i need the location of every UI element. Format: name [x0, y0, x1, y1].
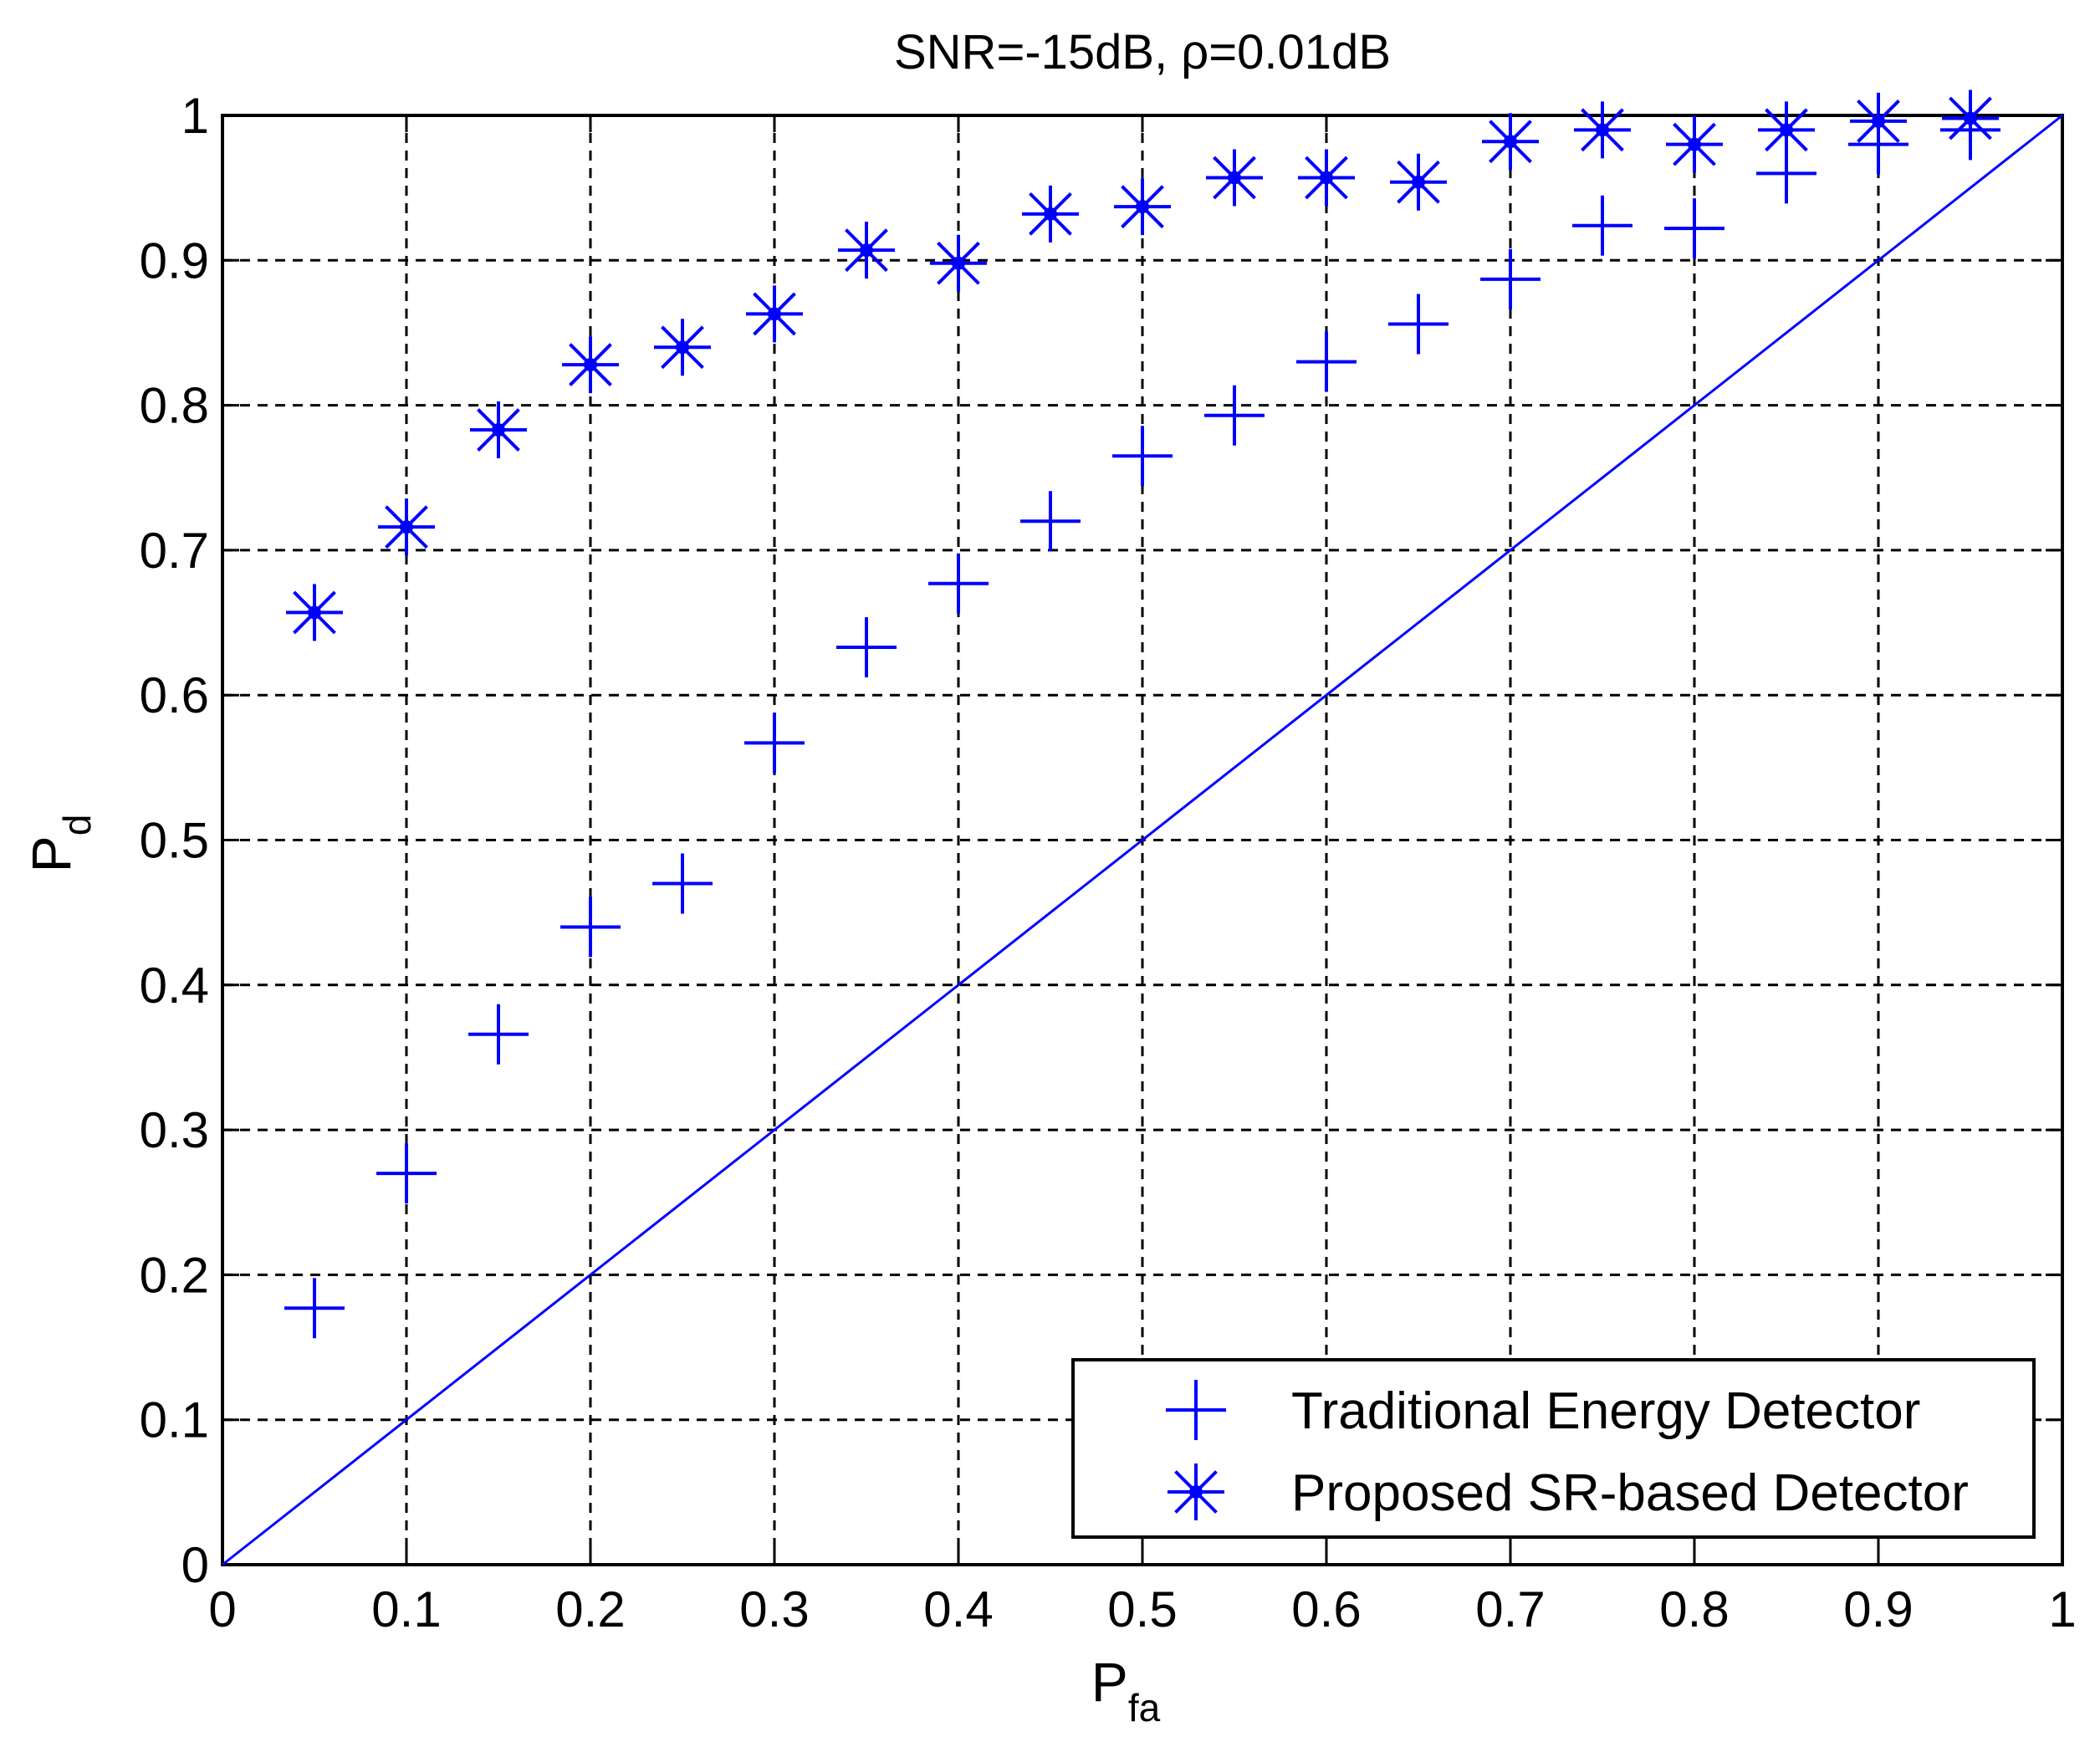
legend-box: [1071, 1358, 2036, 1539]
x-axis-label: Pfa: [1091, 1651, 1161, 1729]
x-tick-label: 0.3: [739, 1581, 809, 1637]
marker-center: [1136, 200, 1149, 214]
marker-center: [584, 358, 597, 372]
data-point-traditional: [1480, 248, 1541, 309]
data-point-traditional: [376, 1143, 437, 1204]
marker-center: [1228, 171, 1241, 185]
marker-center: [1412, 175, 1425, 189]
data-point-traditional: [928, 553, 989, 614]
legend-marker-traditional: [1166, 1380, 1226, 1440]
legend-label: Traditional Energy Detector: [1291, 1382, 1920, 1440]
reference-diagonal-line: [222, 114, 2063, 1566]
marker-center: [1189, 1485, 1203, 1499]
legend-label: Proposed SR-based Detector: [1291, 1464, 1969, 1522]
y-tick-label: 0.4: [140, 958, 209, 1014]
marker-center: [1964, 111, 1977, 125]
data-point-traditional: [1204, 385, 1265, 446]
data-point-traditional: [1020, 491, 1081, 552]
x-tick-label: 0.4: [923, 1581, 993, 1637]
x-tick-label: 0.5: [1107, 1581, 1177, 1637]
data-point-proposed: [470, 401, 527, 459]
data-point-proposed: [562, 336, 619, 394]
data-point-traditional: [1664, 198, 1724, 259]
data-point-traditional: [652, 853, 713, 914]
marker-center: [1044, 207, 1057, 221]
marker-center: [308, 605, 321, 620]
y-tick-label: 0: [181, 1537, 209, 1593]
data-point-proposed: [654, 319, 711, 376]
data-point-traditional: [284, 1278, 345, 1339]
data-point-proposed: [1574, 101, 1631, 159]
data-point-traditional: [1388, 294, 1449, 355]
data-point-proposed: [1666, 115, 1723, 173]
x-tick-label: 0.7: [1475, 1581, 1545, 1637]
data-point-traditional: [1572, 195, 1632, 256]
x-tick-label: 0.2: [555, 1581, 625, 1637]
data-point-traditional: [560, 896, 621, 958]
data-point-traditional: [468, 1004, 529, 1065]
data-point-proposed: [1850, 92, 1907, 150]
data-point-proposed: [1022, 185, 1079, 243]
y-tick-label: 0.8: [140, 378, 209, 434]
data-point-proposed: [1758, 101, 1815, 159]
data-point-proposed: [286, 584, 343, 641]
y-tick-label: 0.7: [140, 523, 209, 579]
marker-center: [860, 243, 873, 258]
legend-marker-proposed: [1168, 1463, 1224, 1520]
data-point-proposed: [930, 234, 987, 292]
marker-center: [1320, 171, 1333, 185]
marker-center: [400, 520, 413, 534]
data-point-traditional: [1296, 331, 1357, 392]
y-tick-label: 0.2: [140, 1247, 209, 1303]
x-tick-label: 0.1: [371, 1581, 441, 1637]
y-axis-label: Pd: [20, 815, 99, 873]
data-point-proposed: [1390, 153, 1447, 211]
marker-center: [676, 340, 689, 355]
x-tick-label: 0: [208, 1581, 236, 1637]
data-point-proposed: [1298, 149, 1355, 207]
data-point-proposed: [378, 498, 435, 556]
marker-center: [952, 256, 965, 270]
data-point-proposed: [1206, 149, 1263, 207]
marker-center: [1872, 114, 1885, 128]
marker-center: [1504, 135, 1517, 149]
data-point-traditional: [1112, 426, 1173, 487]
y-tick-label: 0.9: [140, 232, 209, 289]
y-tick-label: 0.6: [140, 667, 209, 723]
data-point-proposed: [838, 222, 895, 279]
data-point-proposed: [1942, 89, 1999, 147]
y-tick-label: 0.1: [140, 1392, 209, 1448]
y-tick-label: 0.5: [140, 813, 209, 869]
data-point-traditional: [836, 617, 897, 678]
marker-center: [1688, 137, 1701, 151]
y-tick-label: 1: [181, 88, 209, 144]
marker-center: [1780, 123, 1793, 137]
y-tick-label: 0.3: [140, 1102, 209, 1158]
data-point-proposed: [1482, 113, 1539, 171]
x-tick-label: 0.8: [1659, 1581, 1729, 1637]
marker-center: [1596, 123, 1609, 137]
data-point-proposed: [1114, 178, 1171, 236]
x-tick-label: 1: [2048, 1581, 2076, 1637]
chart-title: SNR=-15dB, ρ=0.01dB: [894, 25, 1391, 79]
x-tick-label: 0.9: [1843, 1581, 1913, 1637]
data-point-traditional: [744, 713, 805, 774]
legend: Traditional Energy Detector Proposed SR-b…: [1071, 1358, 2036, 1539]
data-point-proposed: [746, 285, 803, 343]
marker-center: [492, 423, 505, 437]
marker-center: [768, 307, 781, 321]
x-tick-label: 0.6: [1291, 1581, 1361, 1637]
